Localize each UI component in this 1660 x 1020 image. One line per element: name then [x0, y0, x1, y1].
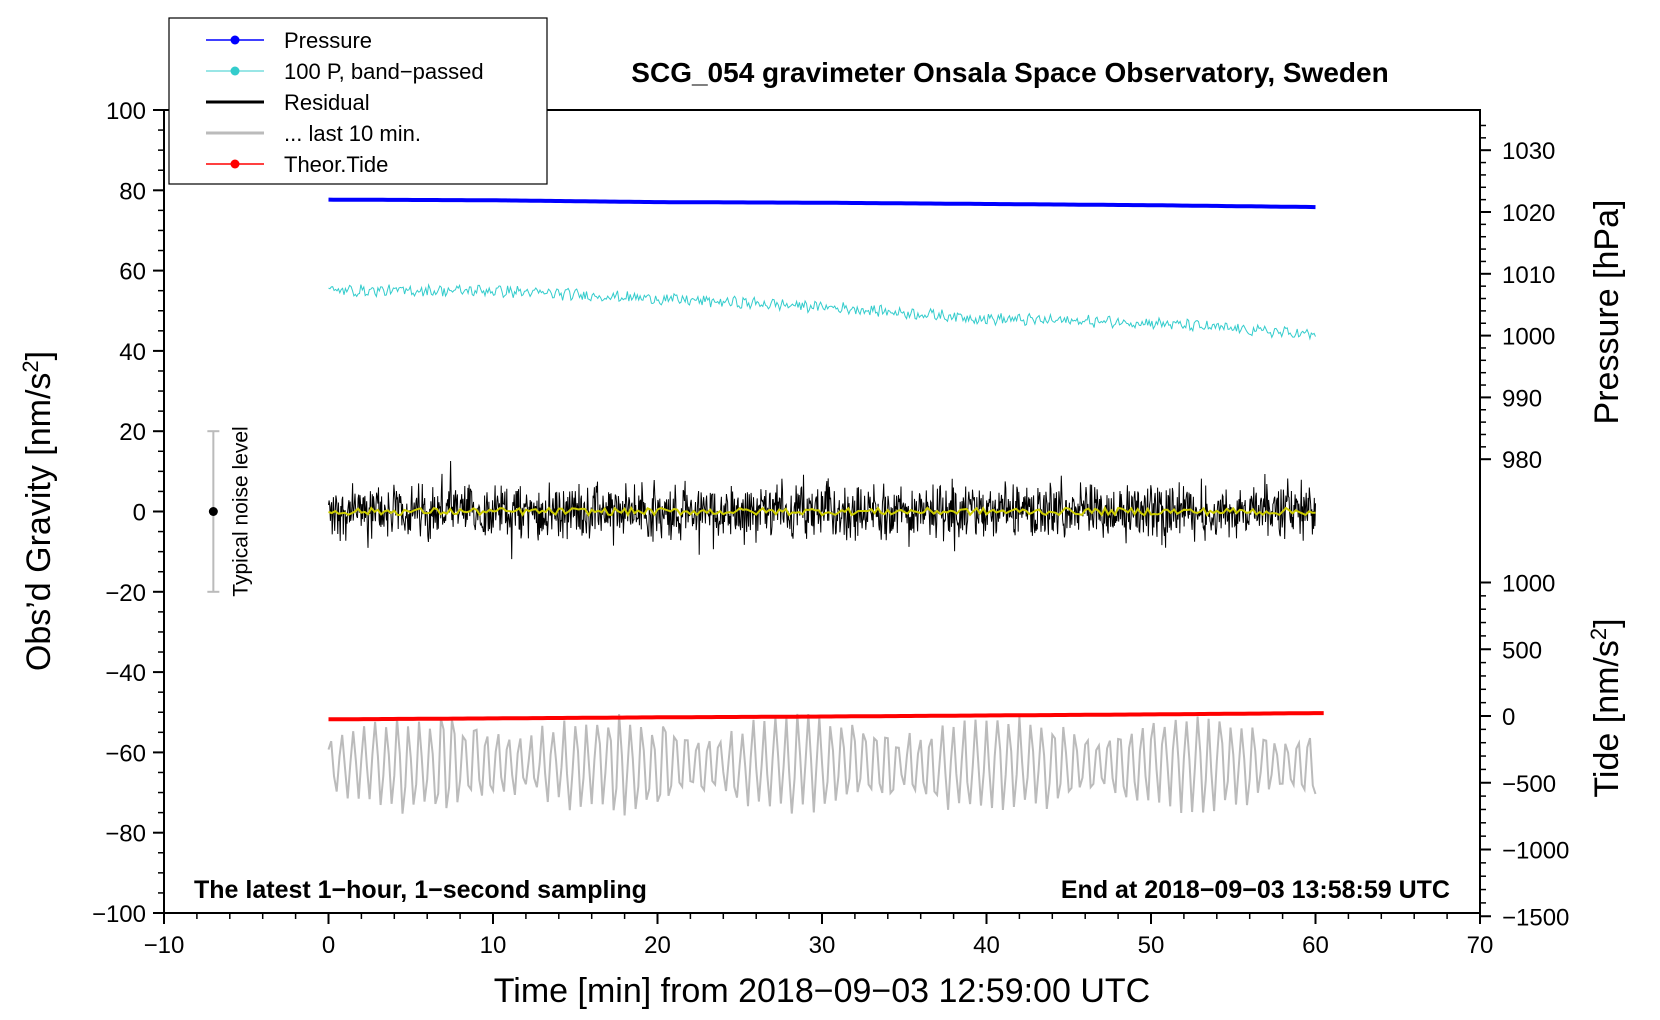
- tide-axis-label-end: ]: [1588, 618, 1626, 627]
- left-tick-label: 100: [106, 98, 146, 125]
- pressure-axis-ticks: 980 990 1000 1010 1020 1030: [1480, 124, 1555, 474]
- left-tick-label: 80: [119, 178, 146, 205]
- series-pressure-line: [328, 197, 1316, 210]
- x-tick-label: 50: [1138, 932, 1165, 959]
- x-tick-label: 60: [1302, 932, 1329, 959]
- left-tick-label: −20: [105, 580, 146, 607]
- noise-level-marker: Typical noise level: [207, 426, 252, 597]
- legend-label: Theor.Tide: [284, 152, 388, 177]
- left-tick-label: 0: [133, 500, 146, 527]
- pressure-axis-label: Pressure [hPa]: [1588, 200, 1626, 425]
- x-tick-label: 10: [480, 932, 507, 959]
- x-axis-label: Time [min] from 2018−09−03 12:59:00 UTC: [494, 972, 1150, 1010]
- series-layer: [327, 197, 1324, 816]
- tide-tick-label: −1500: [1502, 904, 1569, 931]
- legend-label: 100 P, band−passed: [284, 59, 484, 84]
- tide-tick-label: 500: [1502, 637, 1542, 664]
- left-tick-label: −60: [105, 740, 146, 767]
- legend-items: Pressure 100 P, band−passed Residual ... la…: [206, 28, 484, 177]
- x-tick-label: 0: [322, 932, 335, 959]
- legend-swatch-marker: [230, 35, 240, 45]
- pressure-tick-label: 1000: [1502, 324, 1555, 351]
- tide-tick-label: −500: [1502, 771, 1556, 798]
- tide-axis-label-sup: 2: [1586, 628, 1611, 640]
- left-axis-label-main: Obs’d Gravity [nm/s: [20, 373, 58, 672]
- legend-label: Residual: [284, 90, 370, 115]
- pressure-tick-label: 980: [1502, 447, 1542, 474]
- x-tick-label: 40: [973, 932, 1000, 959]
- x-tick-label: −10: [144, 932, 185, 959]
- legend-label: Pressure: [284, 28, 372, 53]
- pressure-tick-label: 1020: [1502, 200, 1555, 227]
- pressure-tick-label: 1030: [1502, 138, 1555, 165]
- chart-title: SCG_054 gravimeter Onsala Space Observat…: [631, 57, 1388, 88]
- noise-level-label: Typical noise level: [229, 426, 252, 596]
- tide-axis-label: Tide [nm/s2]: [1586, 618, 1627, 797]
- legend-swatch-marker: [230, 66, 240, 76]
- annotation-right: End at 2018−09−03 13:58:59 UTC: [1061, 876, 1450, 904]
- tide-tick-label: 1000: [1502, 571, 1555, 598]
- series-theoretical-tide-line: [328, 711, 1324, 722]
- x-axis-ticks: −10 0 10 20 30 40 50 60 70: [144, 913, 1494, 959]
- pressure-tick-label: 1010: [1502, 262, 1555, 289]
- left-tick-label: −80: [105, 821, 146, 848]
- left-axis-label-end: ]: [20, 351, 58, 360]
- left-tick-label: −40: [105, 660, 146, 687]
- left-axis-ticks: −100 −80 −60 −40 −20 0 20 40 60 80 100: [92, 98, 164, 928]
- legend: Pressure 100 P, band−passed Residual ... la…: [168, 17, 548, 185]
- x-tick-label: 70: [1467, 932, 1494, 959]
- tide-axis-ticks: −1500 −1000 −500 0 500 1000: [1480, 571, 1569, 931]
- legend-label: ... last 10 min.: [284, 121, 421, 146]
- left-tick-label: 20: [119, 419, 146, 446]
- series-last-10-min-line: [327, 713, 1317, 816]
- series-bandpassed-pressure-line: [328, 283, 1316, 341]
- annotation-left: The latest 1−hour, 1−second sampling: [194, 876, 647, 904]
- left-axis-label: Obs’d Gravity [nm/s2]: [18, 351, 59, 671]
- tide-tick-label: −1000: [1502, 838, 1569, 865]
- left-axis-label-sup: 2: [18, 360, 43, 372]
- noise-bar-center-dot: [208, 507, 218, 516]
- left-tick-label: 60: [119, 259, 146, 286]
- left-tick-label: −100: [92, 901, 146, 928]
- pressure-tick-label: 990: [1502, 385, 1542, 412]
- left-tick-label: 40: [119, 339, 146, 366]
- legend-swatch-marker: [230, 159, 240, 169]
- series-residual-smoothed-line: [328, 505, 1316, 518]
- x-tick-label: 30: [809, 932, 836, 959]
- tide-tick-label: 0: [1502, 704, 1515, 731]
- x-tick-label: 20: [644, 932, 671, 959]
- series-residual-line: [328, 460, 1316, 560]
- tide-axis-label-main: Tide [nm/s: [1588, 640, 1626, 797]
